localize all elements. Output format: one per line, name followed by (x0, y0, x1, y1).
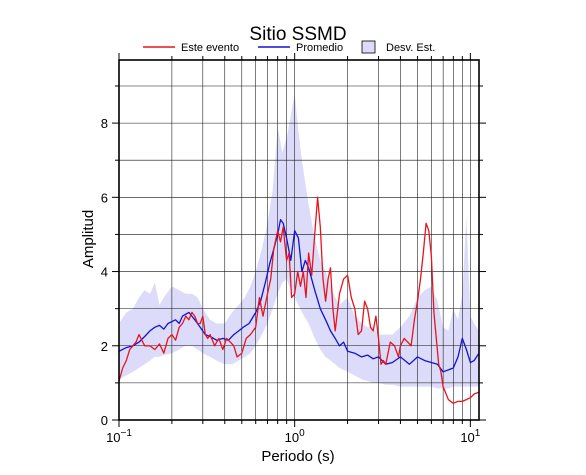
y-axis-ticks: 0 2 4 6 8 (101, 85, 486, 428)
y-tick-label: 0 (101, 413, 108, 428)
y-tick-label: 4 (101, 265, 108, 280)
x-tick-exponent: 0 (299, 428, 305, 439)
series-line-promedio (118, 218, 480, 373)
legend-label-desv-est-: Desv. Est. (386, 42, 435, 54)
plot-area (118, 59, 480, 421)
y-tick-label: 8 (101, 116, 108, 131)
series-layer (118, 196, 480, 404)
legend-label-este-evento: Este evento (181, 42, 239, 54)
chart-legend: Este evento Promedio Desv. Est. (143, 40, 435, 54)
legend-swatch-desv-est- (361, 40, 376, 54)
plot-frame (118, 59, 480, 421)
series-line-este-evento (118, 196, 480, 404)
grid-layer (119, 60, 479, 420)
x-axis-label: Periodo (s) (261, 448, 334, 465)
x-tick-label: 10−1 (106, 428, 132, 445)
x-tick-label: 101 (460, 428, 480, 445)
y-axis-label: Amplitud (80, 210, 97, 268)
y-tick-label: 2 (101, 339, 108, 354)
x-tick-exponent: 1 (475, 428, 481, 439)
x-tick-exponent: −1 (121, 428, 133, 439)
x-tick-label: 100 (285, 428, 305, 445)
y-tick-label: 6 (101, 190, 108, 205)
legend-label-promedio: Promedio (296, 42, 343, 54)
chart-title: Sitio SSMD (249, 24, 346, 45)
